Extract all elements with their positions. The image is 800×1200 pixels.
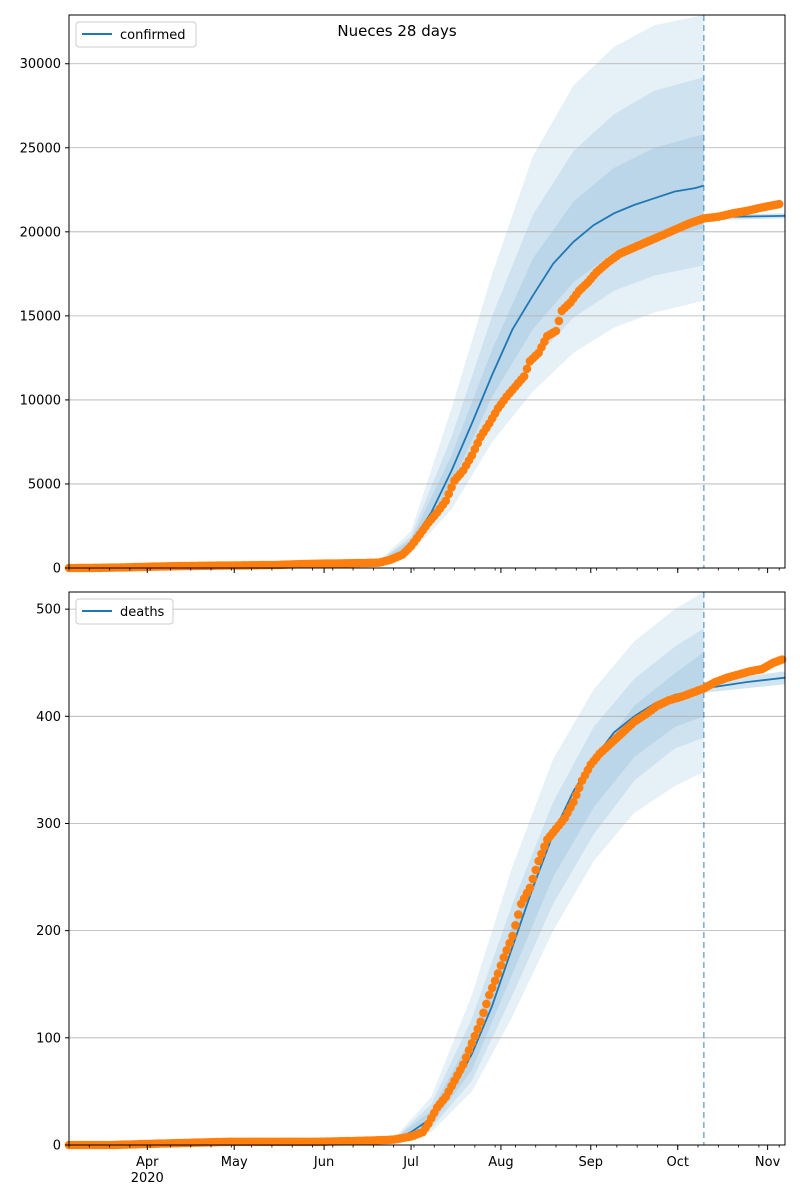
observed-point (774, 199, 784, 209)
uncertainty-band-2 (69, 628, 704, 1145)
legend-label-confirmed: confirmed (120, 28, 186, 43)
observed-point (505, 938, 514, 948)
y-tick-label: 200 (36, 924, 61, 939)
observed-point (458, 1060, 468, 1069)
observed-point (508, 931, 517, 941)
observed-point (447, 483, 456, 492)
x-tick-label: May (221, 1155, 248, 1170)
y-tick-label: 0 (53, 1139, 61, 1154)
uncertainty-band-2 (69, 77, 704, 568)
legend-box (75, 21, 197, 48)
deaths-observed-points (64, 655, 787, 1150)
uncertainty-band-1 (69, 592, 704, 1145)
uncertainty-band-3 (69, 134, 704, 569)
observed-point (499, 953, 509, 962)
observed-point (528, 874, 538, 884)
observed-point (574, 783, 584, 793)
confirmed-axes: 0 5000 10000 15000 20000 25000 30000 (20, 14, 786, 577)
observed-point (540, 842, 549, 851)
x-tick-label: Jul (402, 1155, 419, 1170)
observed-point (502, 946, 512, 955)
observed-point (470, 1031, 480, 1041)
observed-point (569, 797, 578, 807)
y-tick-label: 15000 (20, 309, 61, 324)
x-tick-label: Aug (488, 1155, 513, 1170)
confirmed-gridlines (69, 63, 785, 485)
confirmed-panel: 0 5000 10000 15000 20000 25000 30000 confirmed… (20, 14, 786, 577)
observed-point (511, 921, 520, 930)
observed-point (479, 1008, 488, 1018)
observed-point (493, 969, 503, 978)
y-tick-label: 25000 (20, 141, 61, 156)
confirmed-legend: confirmed (75, 21, 197, 48)
deaths-legend: deaths (75, 598, 174, 625)
observed-point (554, 316, 564, 326)
y-tick-label: 0 (53, 562, 61, 577)
x-tick-label: Nov (755, 1155, 781, 1170)
observed-point (534, 856, 543, 866)
y-tick-label: 400 (36, 710, 61, 725)
observed-point (467, 1038, 477, 1048)
y-tick-label: 30000 (20, 57, 61, 72)
observed-point (485, 990, 494, 1000)
observed-point (461, 1053, 471, 1062)
observed-point (537, 849, 546, 859)
observed-point (531, 865, 540, 875)
y-tick-label: 20000 (20, 225, 61, 240)
deaths-gridlines (69, 608, 785, 1039)
observed-point (514, 910, 523, 919)
observed-point (464, 1046, 474, 1055)
observed-point (777, 655, 787, 664)
observed-point (487, 983, 497, 993)
observed-point (476, 1017, 485, 1027)
y-tick-label: 100 (36, 1031, 61, 1046)
uncertainty-band-1 (69, 15, 704, 568)
observed-point (441, 496, 451, 506)
observed-point (522, 364, 532, 374)
legend-box (75, 598, 174, 625)
y-tick-label: 10000 (20, 393, 61, 408)
observed-point (519, 372, 529, 381)
uncertainty-band-3 (69, 652, 704, 1145)
x-tick-label: Oct (667, 1155, 689, 1170)
y-tick-label: 500 (36, 603, 61, 618)
legend-label-deaths: deaths (120, 605, 165, 620)
observed-point (490, 976, 500, 985)
observed-point (551, 326, 561, 336)
plot-frame (68, 591, 786, 1146)
observed-point (525, 883, 535, 893)
x-tick-sublabel: 2020 (131, 1171, 164, 1186)
x-tick-label: Sep (579, 1155, 604, 1170)
observed-point (482, 999, 491, 1009)
y-tick-label: 5000 (28, 477, 61, 492)
observed-point (572, 790, 581, 800)
model-line-after (703, 676, 786, 690)
observed-point (473, 1024, 483, 1034)
observed-point (444, 489, 454, 499)
observed-point (496, 961, 506, 970)
y-tick-label: 300 (36, 817, 61, 832)
x-tick-label: Apr (136, 1155, 159, 1170)
x-tick-label: Jun (313, 1155, 334, 1170)
plot-frame (68, 14, 786, 569)
chart-title: Nueces 28 days (337, 22, 456, 40)
